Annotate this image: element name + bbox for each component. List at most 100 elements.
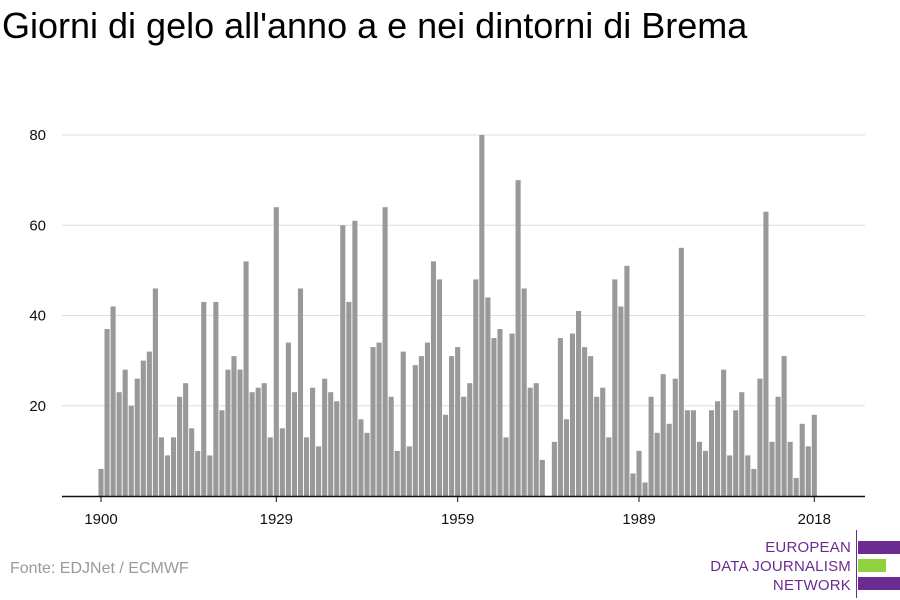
bar-1931 — [285, 342, 291, 496]
bar-1985 — [612, 279, 618, 496]
bar-1966 — [497, 329, 503, 496]
bar-1922 — [231, 356, 237, 496]
bar-1981 — [588, 356, 594, 496]
bar-1948 — [388, 396, 394, 496]
bar-1905 — [128, 405, 134, 496]
bar-1941 — [346, 301, 352, 496]
x-tick-label: 1959 — [441, 511, 474, 528]
bar-1947 — [382, 207, 388, 496]
bar-1996 — [678, 247, 684, 496]
bar-2006 — [739, 392, 745, 496]
bar-1926 — [255, 387, 261, 496]
bar-1971 — [527, 387, 533, 496]
bar-1955 — [430, 261, 437, 496]
bar-1954 — [424, 342, 430, 496]
bar-1969 — [515, 180, 521, 497]
bar-1952 — [412, 365, 418, 496]
bar-1939 — [334, 401, 340, 496]
y-axis-labels: 20 40 60 80 — [29, 127, 46, 415]
bar-2016 — [799, 423, 805, 496]
bar-1940 — [340, 225, 346, 496]
bar-1920 — [219, 410, 225, 496]
bar-2012 — [775, 396, 781, 496]
bar-1944 — [364, 432, 370, 496]
bar-1928 — [267, 437, 273, 496]
bar-2003 — [721, 369, 727, 496]
bar-1901 — [104, 329, 110, 496]
bar-1983 — [600, 387, 606, 496]
bar-1907 — [140, 360, 146, 497]
y-tick-label: 80 — [29, 127, 46, 144]
bar-1964 — [485, 297, 491, 496]
source-note: Fonte: EDJNet / ECMWF — [10, 560, 189, 577]
bar-1929 — [273, 207, 279, 496]
bar-1963 — [479, 135, 485, 496]
bar-1995 — [672, 378, 678, 496]
bar-1912 — [170, 437, 177, 496]
bar-1982 — [594, 396, 600, 496]
bar-1980 — [582, 347, 588, 496]
bar-1933 — [297, 288, 304, 496]
bar-2017 — [805, 446, 811, 496]
bar-1970 — [521, 288, 527, 496]
bar-1977 — [563, 419, 570, 496]
bar-1909 — [152, 288, 158, 496]
bar-1923 — [237, 369, 243, 496]
bar-1953 — [418, 356, 424, 496]
bar-1938 — [328, 392, 334, 496]
bar-2014 — [787, 441, 793, 496]
bar-1916 — [195, 450, 201, 497]
bar-1960 — [461, 396, 467, 496]
y-tick-label: 40 — [29, 308, 46, 325]
logo-text: EUROPEAN DATA JOURNALISM NETWORK — [710, 538, 851, 595]
bar-1921 — [225, 369, 231, 496]
bar-1979 — [576, 310, 582, 496]
x-tick-label: 1989 — [622, 511, 655, 528]
edjnet-logo[interactable]: EUROPEAN DATA JOURNALISM NETWORK — [700, 532, 900, 596]
bar-1994 — [666, 423, 672, 496]
logo-divider — [856, 530, 857, 598]
bar-1992 — [654, 432, 660, 496]
bar-1951 — [406, 446, 412, 496]
bar-1990 — [642, 482, 648, 496]
bar-1936 — [316, 446, 322, 496]
bar-2010 — [763, 211, 769, 496]
logo-line-3: NETWORK — [772, 577, 851, 594]
bar-1903 — [116, 392, 122, 496]
logo-bar-purple-top — [858, 541, 900, 554]
bar-1978 — [569, 333, 576, 496]
bar-1945 — [370, 347, 376, 496]
bar-1914 — [183, 383, 189, 496]
bar-1934 — [303, 437, 310, 496]
bar-1958 — [449, 356, 455, 496]
bar-1975 — [551, 441, 557, 496]
y-tick-label: 60 — [29, 217, 46, 234]
bar-1942 — [352, 220, 358, 497]
bar-1991 — [648, 396, 654, 496]
bar-1902 — [110, 306, 116, 496]
x-axis-ticks: 1900 1929 1959 1989 2018 — [84, 496, 831, 528]
bar-1930 — [279, 428, 285, 496]
bar-2013 — [781, 356, 787, 496]
bar-1943 — [358, 419, 364, 496]
bar-1968 — [509, 333, 515, 496]
bar-1900 — [98, 468, 104, 496]
bar-1932 — [291, 392, 297, 496]
bar-1987 — [624, 265, 630, 496]
logo-line-1: EUROPEAN — [765, 539, 851, 556]
x-tick-label: 1929 — [260, 511, 293, 528]
bar-1957 — [443, 414, 449, 496]
bar-1997 — [684, 410, 690, 496]
bar-2001 — [709, 410, 715, 496]
bar-1915 — [189, 428, 195, 496]
x-tick-label: 2018 — [798, 511, 831, 528]
logo-bar-purple-bottom — [858, 577, 900, 590]
logo-line-2: DATA JOURNALISM — [710, 558, 851, 575]
bar-1911 — [164, 455, 171, 496]
bar-1904 — [122, 369, 128, 496]
bar-2018 — [811, 414, 817, 496]
bar-1962 — [473, 279, 479, 496]
bar-1917 — [201, 301, 207, 496]
bar-1988 — [630, 473, 636, 496]
